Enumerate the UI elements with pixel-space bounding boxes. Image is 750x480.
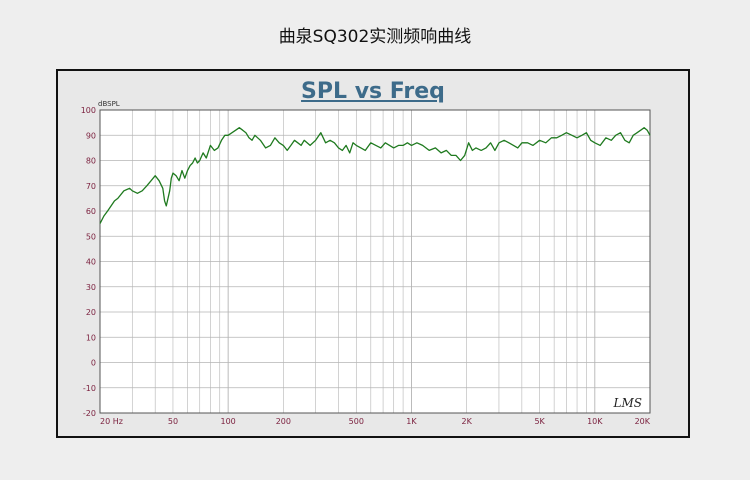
chart-title: SPL vs Freq — [301, 79, 445, 104]
x-tick-label: 200 — [276, 417, 291, 426]
plot-border — [99, 109, 651, 414]
y-tick-label: 30 — [86, 283, 96, 292]
x-tick-label: 500 — [349, 417, 364, 426]
x-tick-label: 1K — [406, 417, 417, 426]
y-tick-label: 10 — [86, 333, 96, 342]
page-title: 曲泉SQ302实测频响曲线 — [278, 27, 472, 47]
y-tick-label: 60 — [86, 207, 96, 216]
y-tick-label: -20 — [83, 409, 96, 418]
y-tick-label: 0 — [91, 359, 96, 368]
x-tick-label: 20K — [635, 417, 651, 426]
chart-frame: SPL vs Freq -20 -10 0 10 20 30 40 50 60 70 80 90 100… — [56, 69, 690, 438]
y-tick-label: -10 — [83, 384, 96, 393]
x-tick-label: 10K — [587, 417, 603, 426]
y-tick-label: 20 — [86, 308, 96, 317]
y-axis-label: dBSPL — [98, 100, 120, 108]
x-tick-label: 2K — [461, 417, 472, 426]
y-tick-label: 90 — [86, 131, 96, 140]
y-tick-label: 50 — [86, 232, 96, 241]
y-tick-label: 100 — [81, 106, 96, 115]
x-tick-label: 5K — [534, 417, 545, 426]
brand-mark: LMS — [613, 396, 642, 410]
spl-frequency-chart: -20 -10 0 10 20 30 40 50 60 70 80 90 100 20 Hz 50 100 20… — [81, 100, 651, 426]
spl-curve-line — [99, 127, 651, 224]
y-tick-label: 80 — [86, 157, 96, 166]
y-tick-label: 40 — [86, 258, 96, 267]
x-tick-label: 20 Hz — [100, 417, 123, 426]
x-tick-label: 50 — [168, 417, 178, 426]
x-tick-label: 100 — [221, 417, 236, 426]
y-tick-label: 70 — [86, 182, 96, 191]
